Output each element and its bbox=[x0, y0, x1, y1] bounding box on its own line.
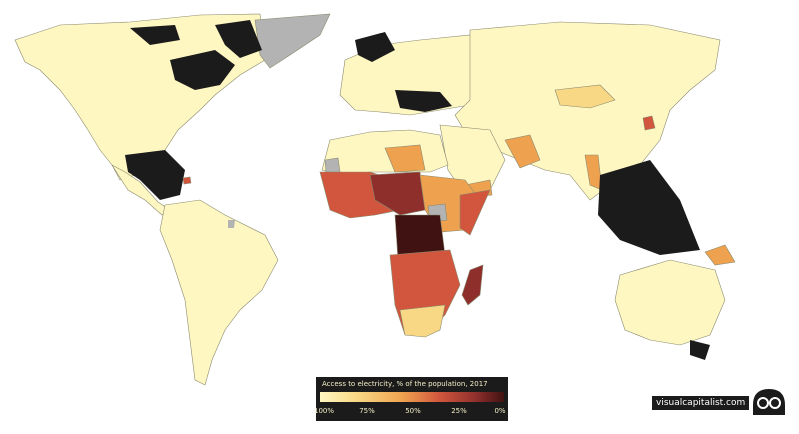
haiti bbox=[182, 176, 192, 185]
afghanistan-pakistan bbox=[504, 134, 541, 169]
legend-tick: 75% bbox=[359, 407, 375, 415]
legend: Access to electricity, % of the populati… bbox=[313, 377, 508, 421]
papua-new-guinea bbox=[704, 244, 736, 266]
south-america bbox=[159, 199, 279, 386]
australia bbox=[614, 259, 726, 346]
legend-tick: 0% bbox=[494, 407, 506, 415]
north-africa bbox=[321, 129, 449, 176]
somalia bbox=[459, 189, 491, 236]
legend-ticks: 100% 75% 50% 25% 0% bbox=[313, 407, 508, 417]
niger-mali bbox=[384, 144, 426, 173]
western-sahara bbox=[324, 157, 341, 173]
chad-car-ssudan bbox=[369, 171, 426, 216]
brand-text: visualcapitalist.com bbox=[652, 396, 750, 410]
madagascar bbox=[461, 264, 484, 306]
south-africa bbox=[399, 304, 446, 338]
legend-title: Access to electricity, % of the populati… bbox=[322, 380, 488, 388]
landmasses bbox=[14, 13, 736, 386]
legend-tick: 25% bbox=[451, 407, 467, 415]
visual-capitalist-logo-icon bbox=[753, 389, 785, 415]
north-korea bbox=[642, 115, 656, 131]
legend-color-bar bbox=[320, 392, 504, 402]
greenland bbox=[254, 13, 331, 69]
mongolia bbox=[554, 84, 616, 109]
legend-tick: 100% bbox=[313, 407, 335, 415]
legend-tick: 50% bbox=[405, 407, 421, 415]
